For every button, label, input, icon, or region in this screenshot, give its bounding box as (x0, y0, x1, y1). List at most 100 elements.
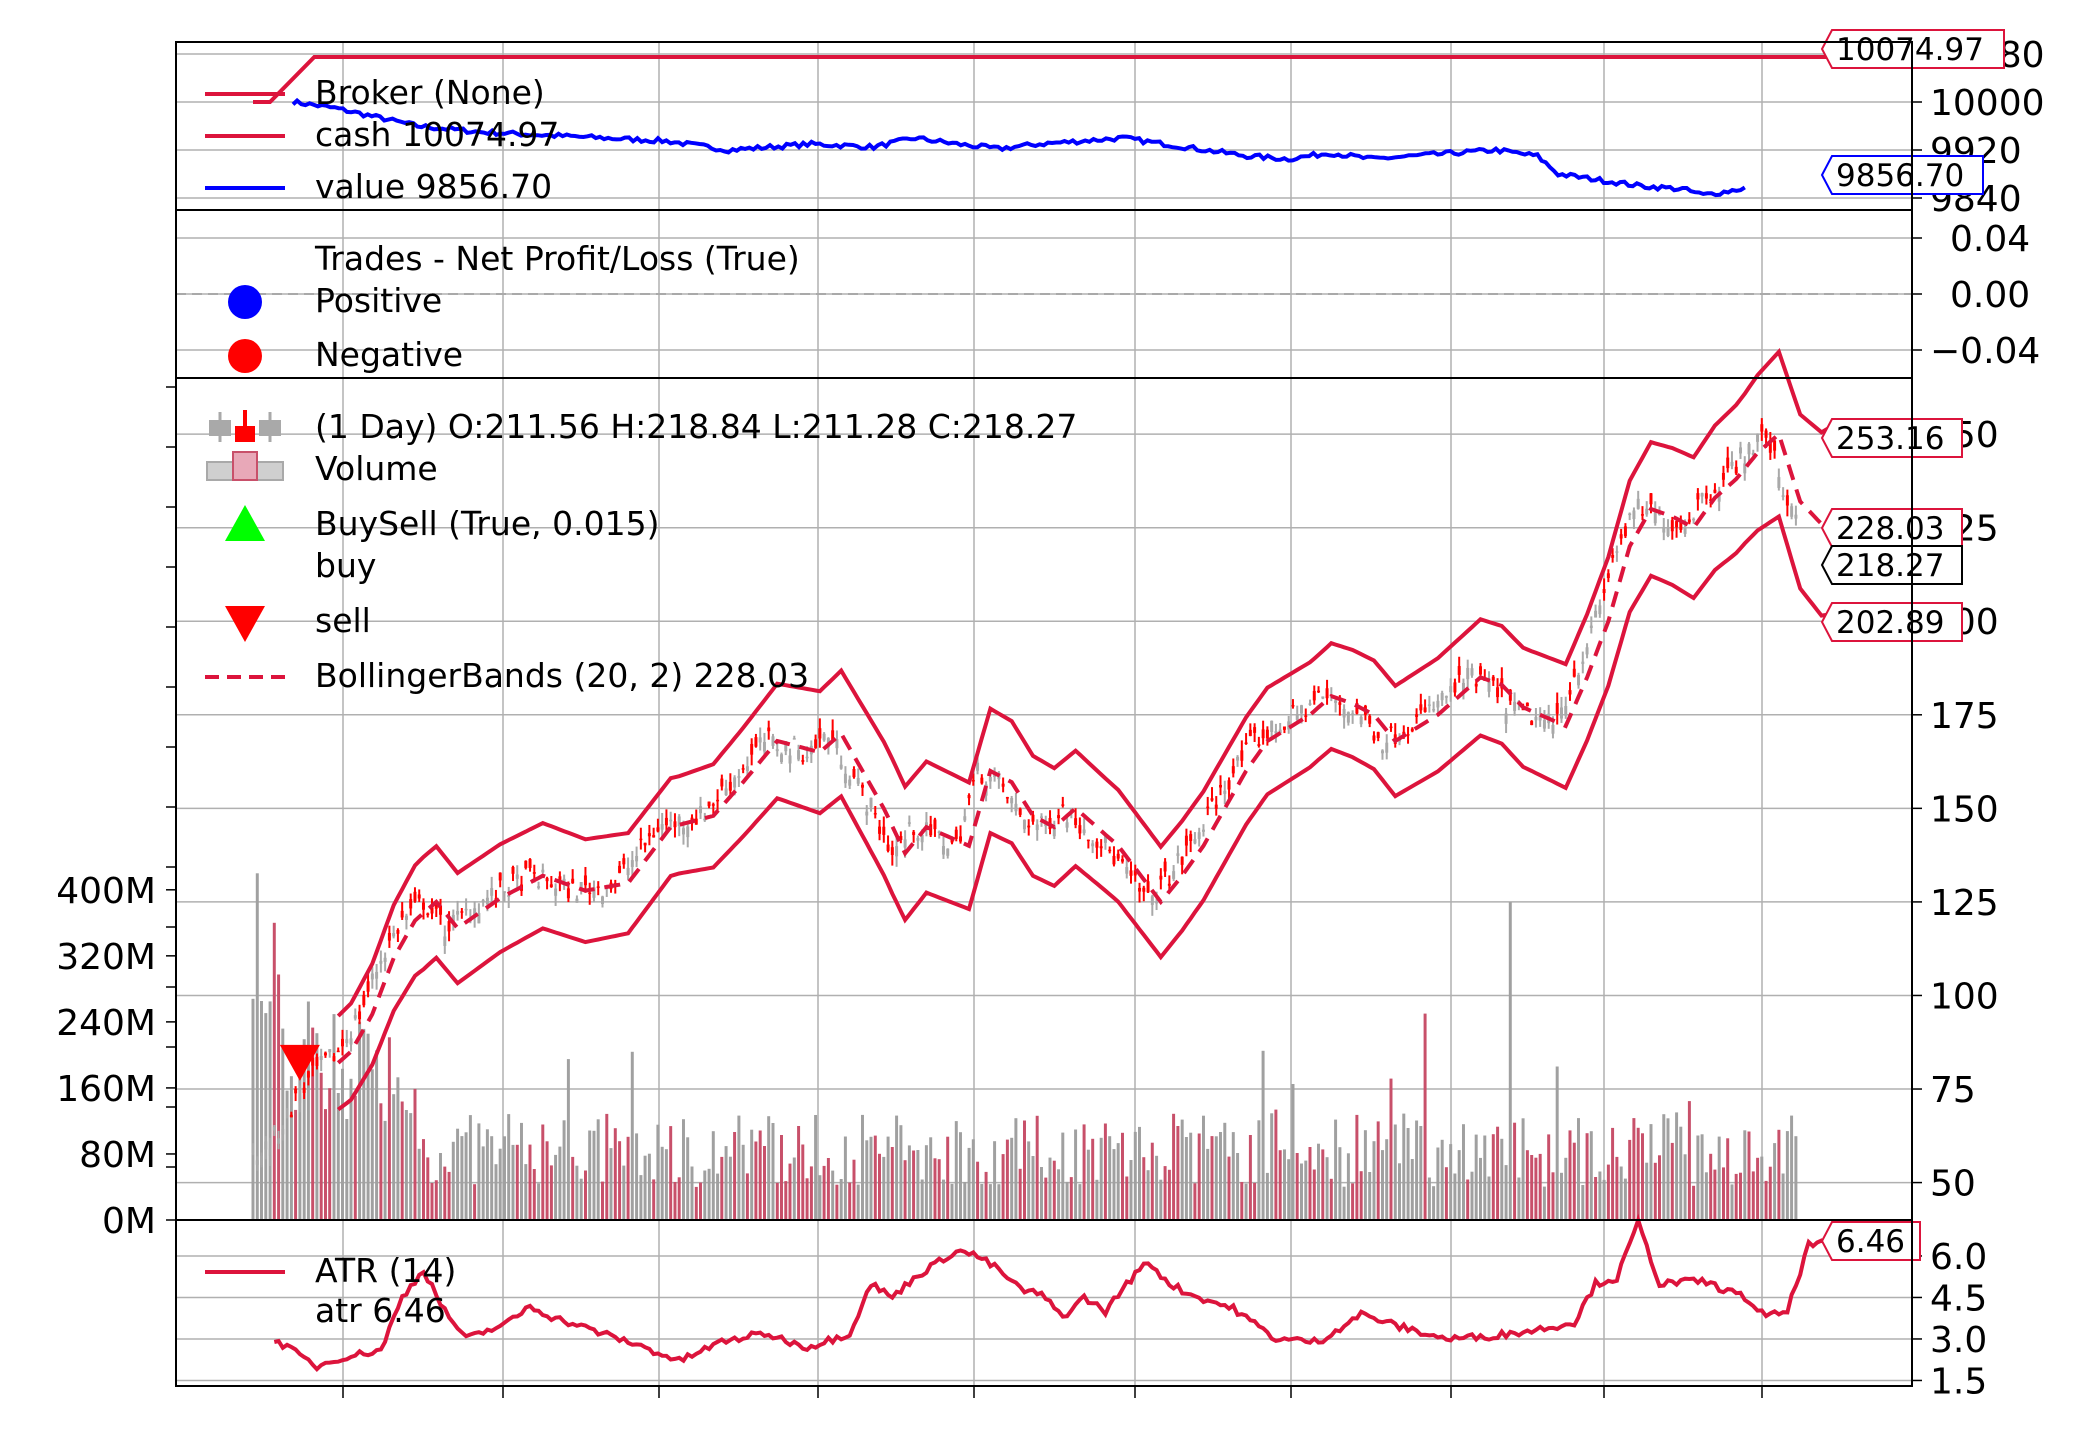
candle-body (754, 737, 758, 747)
volume-bar (750, 1129, 754, 1220)
volume-bar (1308, 1147, 1312, 1220)
volume-bar (1035, 1115, 1039, 1220)
candle-body (1453, 682, 1457, 693)
candle-body (323, 1052, 327, 1056)
candle-body (1640, 514, 1644, 516)
volume-tick-label: 0M (102, 1201, 156, 1242)
candle-body (1223, 790, 1227, 794)
volume-bar (1355, 1114, 1359, 1220)
bollinger-band-bot (336, 513, 1831, 1112)
volume-bar (1743, 1130, 1747, 1220)
volume-bar (251, 998, 255, 1220)
volume-bar (1206, 1148, 1210, 1220)
volume-bar (1662, 1114, 1666, 1220)
candle-body (1206, 806, 1210, 809)
volume-bar (255, 873, 259, 1220)
candle-body (298, 1095, 302, 1104)
value-tag-text: 10074.97 (1836, 32, 1984, 68)
volume-bar (1730, 1184, 1734, 1220)
volume-bar (1555, 1066, 1559, 1220)
volume-bar (460, 1136, 464, 1220)
volume-bar (1103, 1123, 1107, 1220)
legend-ohlc-handle (209, 410, 281, 442)
candle-body (456, 911, 460, 915)
volume-bar (277, 974, 281, 1220)
candle-body (1773, 440, 1777, 451)
volume-bar (856, 1184, 860, 1220)
volume-bar (1645, 1162, 1649, 1220)
candle-body (341, 1038, 344, 1047)
volume-bar (324, 1109, 327, 1220)
candle-body (1538, 716, 1542, 721)
candle-body (635, 855, 639, 862)
candle-body (473, 908, 477, 918)
volume-bar (814, 1115, 818, 1220)
candle-body (916, 837, 920, 841)
volume-bar (639, 1175, 643, 1220)
candle-body (1240, 750, 1244, 761)
volume-bar (1197, 1133, 1201, 1220)
candle-body (302, 1087, 306, 1093)
volume-bar (720, 1156, 724, 1220)
volume-bar (1479, 1157, 1482, 1220)
candle-body (1116, 853, 1120, 859)
candle-body (319, 1055, 323, 1061)
volume-bar (980, 1184, 984, 1220)
volume-bar (1790, 1115, 1794, 1220)
candle-body (260, 1155, 264, 1166)
candle-body (1739, 447, 1742, 454)
volume-bar (1683, 1154, 1687, 1220)
candle-body (771, 736, 775, 746)
candle-body (1721, 472, 1725, 480)
volume-bar (413, 1088, 417, 1220)
candle-body (1466, 667, 1470, 680)
candle-body (1700, 493, 1704, 497)
candle-body (780, 754, 783, 763)
candle-body (988, 776, 992, 782)
candle-body (485, 897, 489, 905)
candle-body (1248, 729, 1252, 736)
candle-body (1666, 528, 1670, 536)
volume-bar (997, 1184, 1001, 1220)
candle-body (1444, 696, 1448, 698)
y-tick-label: 3.0 (1930, 1320, 1987, 1361)
trades-y-axis: −0.04 0.00 0.04 (1912, 219, 2040, 372)
candle-body (434, 904, 438, 909)
volume-bar (375, 1050, 379, 1220)
volume-bar (767, 1116, 771, 1220)
candle-body (1321, 696, 1325, 699)
volume-bar (882, 1156, 886, 1220)
legend-label: (1 Day) O:211.56 H:218.84 L:211.28 C:218… (315, 407, 1077, 446)
volume-bar (1534, 1157, 1538, 1220)
volume-bar (532, 1169, 536, 1220)
volume-bar (1040, 1167, 1043, 1220)
candle-body (1551, 724, 1555, 734)
volume-bar (1227, 1156, 1231, 1220)
candle-body (1423, 707, 1427, 712)
legend-label: Volume (315, 449, 438, 488)
candle-body (1308, 703, 1312, 705)
volume-bar (1623, 1178, 1627, 1220)
candle-body (797, 750, 801, 760)
candle-body (439, 905, 443, 915)
volume-bar (733, 1132, 737, 1220)
candle-body (532, 872, 536, 874)
candle-body (1197, 832, 1201, 839)
candle-body (1602, 589, 1606, 594)
candle-body (860, 784, 864, 788)
candle-body (421, 902, 425, 910)
volume-bar (1261, 1050, 1265, 1220)
legend: ATR (14)atr 6.46 (205, 1251, 456, 1330)
candle-body (430, 907, 434, 914)
candle-body (541, 869, 545, 873)
candle-body (707, 801, 711, 807)
candle-body (255, 1160, 259, 1165)
volume-bar (848, 1182, 852, 1220)
candle-body (1777, 477, 1781, 488)
volume-bar (907, 1145, 911, 1220)
candle-body (1432, 709, 1436, 711)
volume-bar (1687, 1101, 1691, 1220)
legend-label: Broker (None) (315, 73, 545, 112)
candle-body (1487, 680, 1491, 692)
volume-bar (1027, 1141, 1031, 1220)
